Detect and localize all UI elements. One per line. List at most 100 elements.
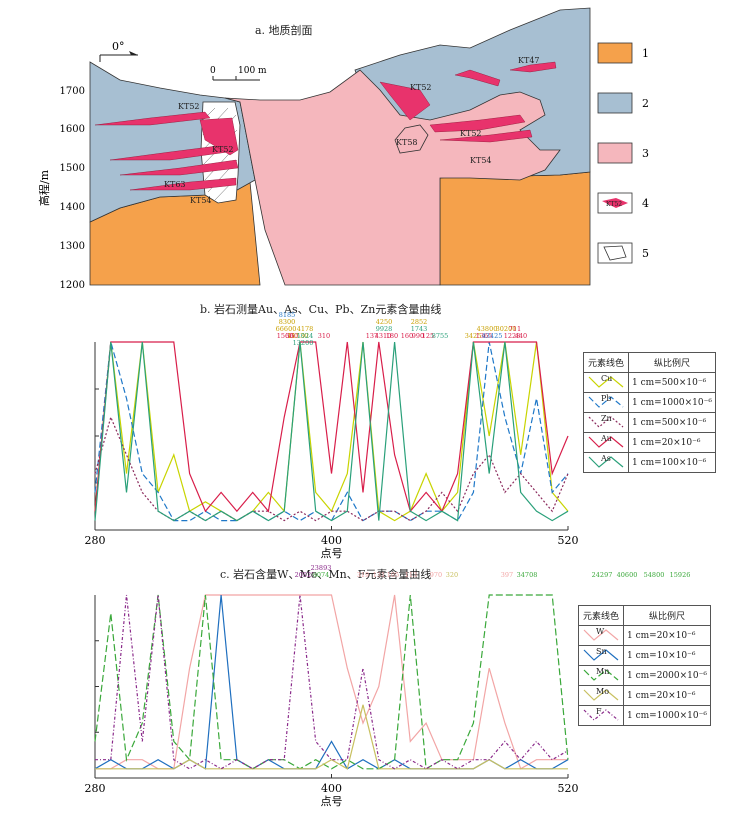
legend-line (588, 396, 624, 408)
legend-b-header-scale: 纵比例尺 (628, 352, 716, 373)
legend-element-name: Sn (596, 647, 607, 656)
peak-label: 105 (387, 571, 399, 579)
legend-scale: 1 cm=500×10⁻⁶ (628, 412, 716, 433)
peak-label: 3425 (465, 332, 482, 340)
legend-line-swatch (583, 689, 619, 701)
north-arrow-icon: 0° (99, 40, 138, 62)
key-item-2: 2 (597, 92, 649, 114)
legend-line-swatch (588, 396, 624, 408)
legend-line (588, 376, 624, 388)
orientation-label: 0° (112, 40, 125, 53)
profile-y-axis: 1700 1600 1500 1400 1300 1200 (60, 86, 85, 291)
legend-swatch-cell: F (578, 705, 624, 726)
legend-line (588, 416, 624, 428)
legend-c-row-f: F 1 cm=1000×10⁻⁶ (578, 705, 711, 726)
peak-label: 40600 (617, 571, 638, 579)
legend-line (583, 689, 619, 701)
legend-c-header-scale: 纵比例尺 (623, 605, 711, 626)
key-label: 3 (642, 147, 649, 160)
profile-y-tick: 1700 (60, 86, 85, 97)
peak-label: 320 (446, 571, 458, 579)
peak-label: 397 (501, 571, 513, 579)
peak-label: 113 (405, 571, 417, 579)
x-tick-label: 280 (85, 782, 106, 795)
section-c-title: c. 岩石含量W、Mo、Mn、F元素含量曲线 (220, 568, 432, 581)
x-tick-label: 280 (85, 534, 106, 547)
legend-scale: 1 cm=20×10⁻⁶ (628, 432, 716, 453)
series-line-mo (95, 704, 568, 770)
series-line-mn (94, 594, 569, 770)
key-item-5: 5 (597, 242, 649, 264)
legend-element-name: Pb (601, 394, 612, 403)
legend-line-swatch (583, 709, 619, 721)
legend-swatch-cell: Mn (578, 665, 624, 686)
peak-label: 43800 (477, 325, 498, 333)
peak-label: 360 (286, 332, 298, 340)
orebody-label: KT58 (396, 138, 418, 147)
peak-label: 15926 (670, 571, 691, 579)
legend-element-name: Au (601, 434, 612, 443)
orebody-label: KT52 (178, 102, 200, 111)
profile-y-tick: 1600 (60, 124, 85, 135)
peak-label: 1560 (277, 332, 294, 340)
legend-swatch-cell: W (578, 625, 624, 646)
orebody-label: KT52 (460, 129, 482, 138)
peak-label: 34708 (517, 571, 538, 579)
legend-b-row-pb: Pb 1 cm=1000×10⁻⁶ (583, 392, 716, 413)
peak-label: 990 (412, 332, 424, 340)
legend-swatch-cell: Mo (578, 685, 624, 706)
key-item-4: KT52 4 (597, 192, 649, 214)
peak-label: 970 (430, 571, 442, 579)
ore-veins (94, 61, 557, 191)
key-swatch-text: KT52 (606, 201, 622, 208)
x-tick-label: 400 (321, 782, 342, 795)
peak-label: 1024 (297, 332, 314, 340)
peak-label: 2852 (411, 318, 428, 326)
x-axis-label: 点号 (321, 547, 343, 560)
orebody-label: KT54 (190, 196, 212, 205)
legend-element-name: W (596, 627, 605, 636)
profile-y-tick: 1300 (60, 241, 85, 252)
peak-label: 23893 (311, 565, 332, 572)
peak-label: 4250 (376, 318, 393, 326)
peak-label: 137 (366, 332, 378, 340)
legend-swatch-cell: Sn (578, 645, 624, 666)
legend-line-swatch (588, 416, 624, 428)
legend-c-row-sn: Sn 1 cm=10×10⁻⁶ (578, 645, 711, 666)
unit-5-enclave (394, 124, 429, 154)
legend-c-row-w: W 1 cm=20×10⁻⁶ (578, 625, 711, 646)
peak-label: 8755 (432, 332, 449, 340)
legend-c: 元素线色 纵比例尺 W 1 cm=20×10⁻⁶ Sn 1 cm=10×10⁻⁶ Mn 1… (578, 605, 711, 726)
unit-1-area-right (439, 171, 591, 286)
profile-key: 1 2 3 KT52 4 5 (597, 42, 649, 264)
key-label: 4 (642, 197, 649, 210)
peak-label: 30200 (496, 325, 517, 333)
profile-y-tick: 1200 (60, 280, 85, 291)
legend-scale: 1 cm=10×10⁻⁶ (623, 645, 711, 666)
peak-label: 310 (318, 332, 330, 340)
legend-element-name: Zn (601, 414, 612, 423)
orebody-label: KT63 (164, 180, 186, 189)
peak-label: 8185 (279, 311, 296, 319)
peak-label: 1743 (411, 325, 428, 333)
legend-b-row-au: Au 1 cm=20×10⁻⁶ (583, 432, 716, 453)
legend-scale: 1 cm=1000×10⁻⁶ (623, 705, 711, 726)
legend-element-name: As (601, 454, 611, 463)
legend-swatch-cell: Cu (583, 372, 629, 393)
orebody-label: KT52 (410, 83, 432, 92)
key-label: 5 (642, 247, 649, 260)
key-swatch-shape (603, 245, 627, 261)
key-swatch (597, 92, 633, 114)
legend-scale: 1 cm=100×10⁻⁶ (628, 452, 716, 473)
legend-line-swatch (583, 669, 619, 681)
peak-label: 66600 (276, 325, 297, 333)
legend-line (588, 456, 624, 468)
legend-b-row-zn: Zn 1 cm=500×10⁻⁶ (583, 412, 716, 433)
legend-line (583, 709, 619, 721)
orebody-label: KT47 (518, 56, 540, 65)
key-item-3: 3 (597, 142, 649, 164)
section-b-title: b. 岩石测量Au、As、Cu、Pb、Zn元素含量曲线 (200, 303, 442, 316)
x-axis-label: 点号 (321, 795, 343, 808)
